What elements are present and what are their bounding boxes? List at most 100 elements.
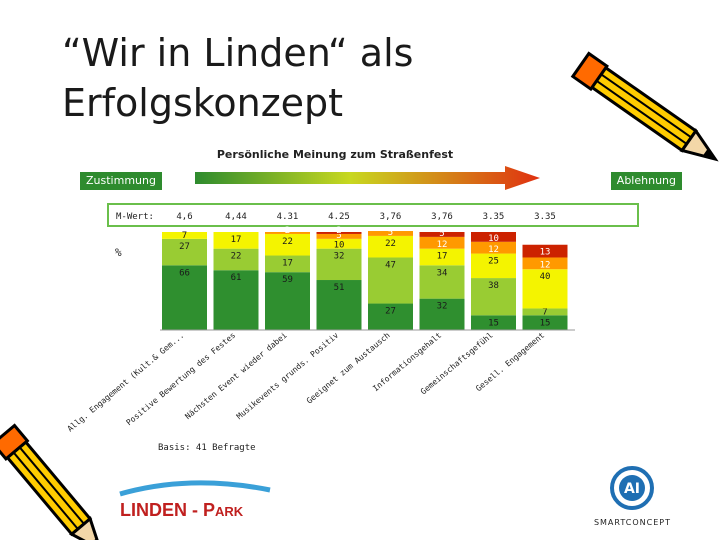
data-label: 17 xyxy=(437,252,448,262)
data-label: 5 xyxy=(336,231,341,241)
bar-segment xyxy=(419,232,465,237)
bar-segment xyxy=(471,315,516,330)
bar-segment xyxy=(316,248,362,281)
bar-segment xyxy=(471,241,516,254)
data-label: 27 xyxy=(385,307,396,317)
bar-segment xyxy=(213,270,259,330)
data-label: 7 xyxy=(182,231,187,241)
linden-park-logo-icon: LINDEN - PARK xyxy=(119,480,271,520)
bar-segment xyxy=(368,231,413,236)
x-tick-label: Geeignet zum Austausch xyxy=(305,331,392,406)
bar-segment xyxy=(522,257,568,270)
data-label: 61 xyxy=(231,273,242,283)
mwert-value: 4,44 xyxy=(225,212,247,222)
slide-title: “Wir in Linden“ als Erfolgskonzept xyxy=(62,28,582,128)
data-label: 15 xyxy=(540,318,551,328)
data-label: 51 xyxy=(334,283,345,293)
data-label: 12 xyxy=(540,260,551,270)
bar-segment xyxy=(419,236,465,249)
bar-segment xyxy=(522,244,568,258)
slide-title-line-1: “Wir in Linden“ als xyxy=(62,31,414,75)
bar-segment xyxy=(471,278,516,316)
chart-bars: 6627761221759172225132105227472253234171… xyxy=(162,226,568,330)
x-tick-label: Allg. Engagement (Kult.& Gem... xyxy=(66,331,186,434)
mwert-label: M-Wert: xyxy=(116,212,154,222)
bar-segment xyxy=(522,308,568,316)
bar-segment xyxy=(316,238,362,249)
linden-park-text: LINDEN - PARK xyxy=(120,500,244,520)
svg-text:AI: AI xyxy=(624,481,640,497)
smartconcept-text: SMARTCONCEPT xyxy=(593,518,672,527)
data-label: 2 xyxy=(285,226,290,236)
x-tick-label: Nächsten Event wieder dabei xyxy=(183,331,289,422)
mwert-value: 4,6 xyxy=(176,212,192,222)
bar-segment xyxy=(265,255,310,273)
bar-segment xyxy=(265,272,310,330)
mwert-value: 4.25 xyxy=(328,212,350,222)
agreement-label: Zustimmung xyxy=(80,172,162,190)
mwert-value: 3,76 xyxy=(380,212,402,222)
mwert-box xyxy=(107,203,639,227)
data-label: 32 xyxy=(334,252,345,262)
data-label: 40 xyxy=(540,272,551,282)
data-label: 2 xyxy=(336,226,341,236)
bar-segment xyxy=(419,248,465,266)
x-tick-label: Positive Bewertung des Festes xyxy=(124,331,237,428)
mwert-value: 4.31 xyxy=(277,212,299,222)
data-label: 12 xyxy=(488,245,499,255)
bar-segment xyxy=(162,238,207,266)
bar-segment xyxy=(265,232,310,234)
bar-segment xyxy=(265,233,310,256)
data-label: 47 xyxy=(385,260,396,270)
data-label: 15 xyxy=(488,318,499,328)
percent-label: % xyxy=(115,246,122,259)
data-label: 34 xyxy=(437,268,448,278)
bar-segment xyxy=(419,298,465,330)
bar-segment xyxy=(522,269,568,309)
slide-title-line-2: Erfolgskonzept xyxy=(62,81,344,125)
data-label: 22 xyxy=(231,252,242,262)
smartconcept-logo-icon: AI SMARTCONCEPT xyxy=(575,458,690,530)
bar-segment xyxy=(368,257,413,304)
bar-segment xyxy=(471,253,516,279)
data-label: 5 xyxy=(388,228,393,238)
data-label: 13 xyxy=(540,248,551,258)
data-label: 32 xyxy=(437,302,448,312)
bar-segment xyxy=(316,232,362,234)
data-label: 5 xyxy=(439,229,444,239)
data-label: 10 xyxy=(488,234,499,244)
bar-segment xyxy=(419,265,465,299)
chart-title: Persönliche Meinung zum Straßenfest xyxy=(216,148,454,161)
data-label: 7 xyxy=(542,307,547,317)
data-label: 38 xyxy=(488,281,499,291)
bar-segment xyxy=(213,232,259,249)
mwert-value: 3,76 xyxy=(431,212,453,222)
data-label: 12 xyxy=(437,240,448,250)
data-label: 17 xyxy=(282,259,293,269)
data-label: 66 xyxy=(179,268,190,278)
data-label: 59 xyxy=(282,275,293,285)
bar-segment xyxy=(368,235,413,258)
scale-arrow xyxy=(195,166,540,190)
data-label: 10 xyxy=(334,241,345,251)
mwert-value: 3.35 xyxy=(483,212,505,222)
bar-segment xyxy=(316,280,362,330)
bar-segment xyxy=(162,232,207,239)
mwert-value: 3.35 xyxy=(534,212,556,222)
x-tick-label: Musikevents grunds. Positiv xyxy=(235,331,341,422)
pencil-icon xyxy=(0,423,103,540)
bar-segment xyxy=(471,232,516,242)
bar-segment xyxy=(213,248,259,271)
data-label: 22 xyxy=(282,237,293,247)
basis-note: Basis: 41 Befragte xyxy=(158,443,256,453)
data-label: 22 xyxy=(385,239,396,249)
pencil-icon xyxy=(570,51,719,162)
mwert-values: 4,6 4,44 4.31 4.25 3,76 3,76 3.35 3.35 xyxy=(176,212,555,222)
data-label: 25 xyxy=(488,257,499,267)
data-label: 17 xyxy=(231,235,242,245)
data-label: 27 xyxy=(179,242,190,252)
bar-segment xyxy=(316,233,362,239)
bar-segment xyxy=(162,265,207,330)
x-axis-labels: Allg. Engagement (Kult.& Gem...Positive … xyxy=(66,331,547,434)
